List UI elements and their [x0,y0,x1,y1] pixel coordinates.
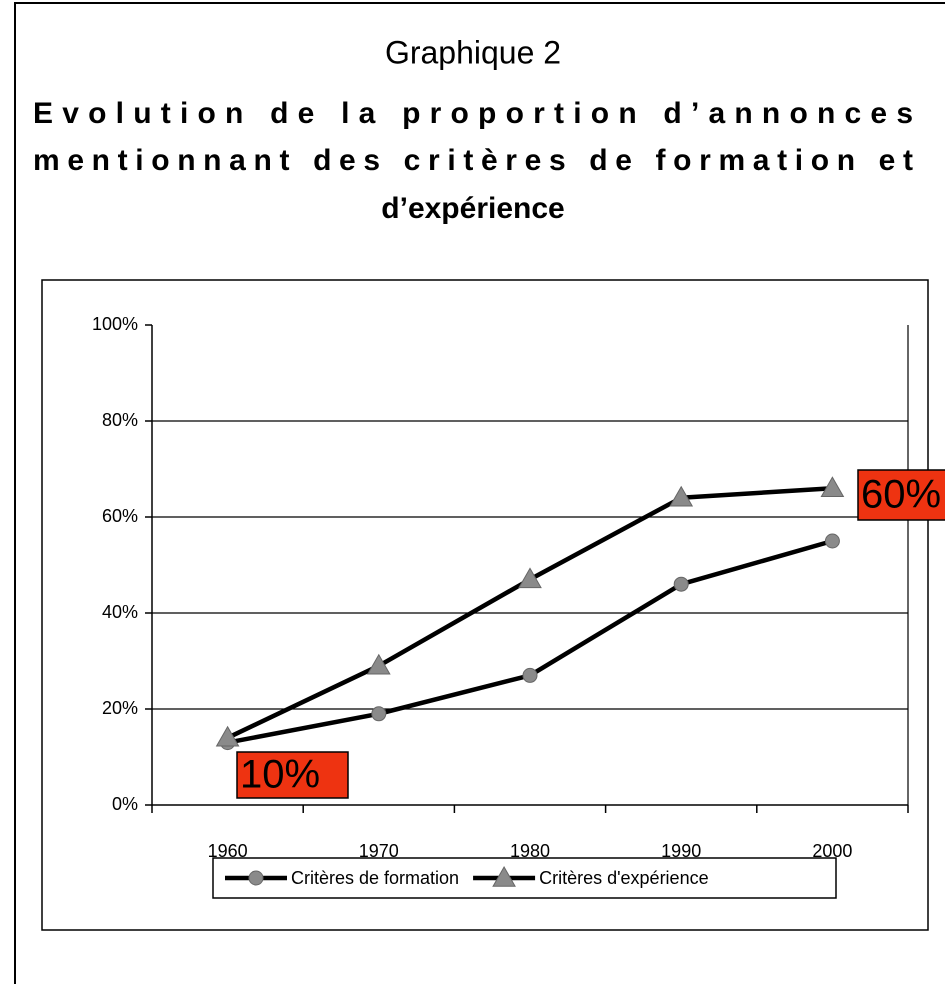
y-tick-label: 40% [102,602,138,622]
y-tick-label: 80% [102,410,138,430]
chart-title: Graphique 2 [385,34,561,70]
marker [492,865,516,887]
annotation-label: 10% [240,753,320,797]
y-tick-label: 0% [112,794,138,814]
marker [824,533,840,549]
x-tick-label: 1980 [510,841,550,861]
marker [366,653,391,675]
annotation-box [236,751,349,799]
legend-label: Critères d'expérience [539,868,709,888]
marker [522,667,538,683]
marker [669,485,694,507]
y-tick-label: 20% [102,698,138,718]
marker [820,476,845,497]
x-tick-label: 1990 [661,841,701,861]
marker [215,725,240,747]
annotation-label: 60% [861,473,941,517]
x-tick-label: 1970 [359,841,399,861]
y-tick-label: 60% [102,506,138,526]
marker [673,576,689,592]
marker [371,706,387,722]
legend-label: Critères de formation [291,868,459,888]
subtitle-line: d’expérience [381,192,564,225]
marker [248,870,264,886]
y-tick-label: 100% [92,314,138,334]
x-tick-label: 1960 [208,841,248,861]
subtitle-line: mentionnant des critères de formation et [33,144,913,177]
annotation-box [857,469,945,521]
marker [518,567,542,589]
legend: Critères de formation Critères d'expérien… [212,857,837,899]
x-tick-label: 2000 [812,841,852,861]
